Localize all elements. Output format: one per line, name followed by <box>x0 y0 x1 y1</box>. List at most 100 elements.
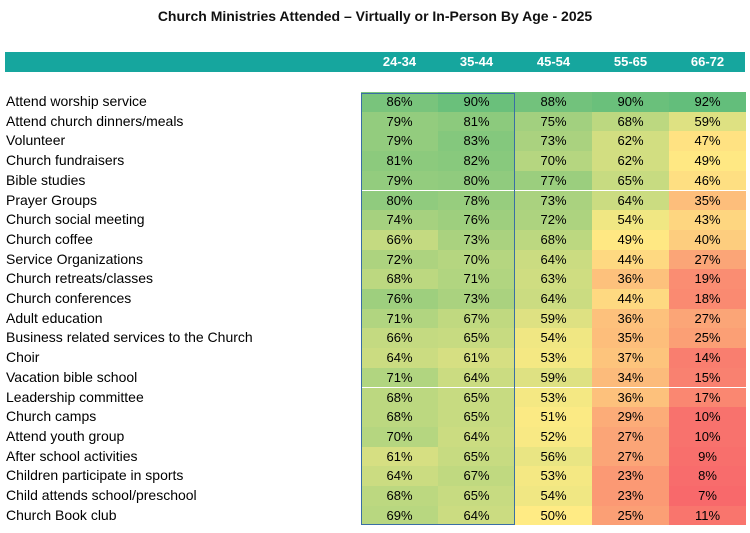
heatmap-cell: 64% <box>438 426 515 447</box>
heatmap-cell: 34% <box>592 367 669 388</box>
heatmap-cell: 25% <box>592 505 669 526</box>
heatmap-cell: 7% <box>669 486 746 506</box>
heatmap-cell: 8% <box>669 466 746 486</box>
heatmap-cell: 71% <box>361 308 438 329</box>
heatmap-cell: 65% <box>438 387 515 408</box>
heatmap-cell: 64% <box>438 505 515 526</box>
heatmap-cell: 46% <box>669 170 746 191</box>
heatmap-cell: 76% <box>361 289 438 309</box>
column-header-35-44: 35-44 <box>459 54 494 69</box>
heatmap-cell: 67% <box>438 466 515 486</box>
heatmap-cell: 54% <box>515 486 592 506</box>
heatmap-cell: 66% <box>361 328 438 349</box>
heatmap-cell: 15% <box>669 367 746 388</box>
row-label: Church Book club <box>6 506 117 523</box>
heatmap-cell: 27% <box>669 308 746 329</box>
heatmap-cell: 64% <box>592 190 669 211</box>
heatmap-cell: 65% <box>438 407 515 427</box>
heatmap-cell: 68% <box>515 229 592 250</box>
heatmap-cell: 70% <box>361 426 438 447</box>
heatmap-cell: 73% <box>438 289 515 309</box>
heatmap-cell: 66% <box>361 229 438 250</box>
heatmap-cell: 64% <box>515 289 592 309</box>
heatmap-cell: 63% <box>515 269 592 289</box>
row-label: Church fundraisers <box>6 152 125 169</box>
row-label: Business related services to the Church <box>6 329 253 346</box>
heatmap-cell: 81% <box>438 111 515 132</box>
row-label: Child attends school/preschool <box>6 487 197 503</box>
column-header-24-34: 24-34 <box>382 54 417 69</box>
heatmap-cell: 36% <box>592 308 669 329</box>
heatmap-cell: 81% <box>361 151 438 171</box>
heatmap-cell: 79% <box>361 111 438 132</box>
heatmap-cell: 49% <box>592 229 669 250</box>
heatmap-cell: 90% <box>438 92 515 112</box>
heatmap-cell: 43% <box>669 210 746 230</box>
heatmap-cell: 40% <box>669 229 746 250</box>
heatmap-cell: 51% <box>515 407 592 427</box>
heatmap-cell: 77% <box>515 170 592 191</box>
heatmap-cell: 65% <box>438 486 515 506</box>
heatmap-cell: 79% <box>361 170 438 191</box>
row-label: Children participate in sports <box>6 467 184 484</box>
heatmap-cell: 10% <box>669 426 746 447</box>
heatmap-cell: 47% <box>669 131 746 152</box>
heatmap-cell: 37% <box>592 348 669 368</box>
heatmap-cell: 88% <box>515 92 592 112</box>
heatmap-cell: 18% <box>669 289 746 309</box>
heatmap-cell: 27% <box>669 249 746 270</box>
heatmap-cell: 29% <box>592 407 669 427</box>
heatmap-cell: 56% <box>515 446 592 467</box>
heatmap-cell: 61% <box>361 446 438 467</box>
heatmap-cell: 53% <box>515 348 592 368</box>
row-label: After school activities <box>6 447 138 464</box>
heatmap-cell: 68% <box>361 269 438 289</box>
row-label: Church coffee <box>6 230 93 247</box>
heatmap-cell: 9% <box>669 446 746 467</box>
heatmap-cell: 54% <box>515 328 592 349</box>
heatmap-cell: 59% <box>515 308 592 329</box>
heatmap-cell: 65% <box>592 170 669 191</box>
row-label: Church social meeting <box>6 211 145 228</box>
heatmap-cell: 69% <box>361 505 438 526</box>
row-label: Bible studies <box>6 171 86 188</box>
heatmap-cell: 10% <box>669 407 746 427</box>
heatmap-cell: 59% <box>669 111 746 132</box>
row-label: Choir <box>6 349 40 366</box>
heatmap-cell: 73% <box>515 190 592 211</box>
heatmap-cell: 68% <box>361 486 438 506</box>
heatmap-cell: 80% <box>438 170 515 191</box>
heatmap-cell: 79% <box>361 131 438 152</box>
heatmap-cell: 35% <box>669 190 746 211</box>
heatmap-cell: 64% <box>515 249 592 270</box>
heatmap-cell: 80% <box>361 190 438 211</box>
row-label: Attend worship service <box>6 93 147 109</box>
heatmap-cell: 68% <box>361 387 438 408</box>
heatmap-cell: 53% <box>515 466 592 486</box>
row-label: Church conferences <box>6 290 132 306</box>
heatmap-cell: 23% <box>592 486 669 506</box>
row-label: Church retreats/classes <box>6 270 154 287</box>
heatmap-cell: 50% <box>515 505 592 526</box>
heatmap-cell: 62% <box>592 151 669 171</box>
row-label: Volunteer <box>6 132 66 149</box>
heatmap-cell: 90% <box>592 92 669 112</box>
heatmap-cell: 83% <box>438 131 515 152</box>
heatmap-cell: 70% <box>438 249 515 270</box>
heatmap-cell: 68% <box>592 111 669 132</box>
column-header-66-72: 66-72 <box>690 54 725 69</box>
heatmap-cell: 65% <box>438 328 515 349</box>
heatmap-cell: 23% <box>592 466 669 486</box>
heatmap-cell: 82% <box>438 151 515 171</box>
heatmap-cell: 71% <box>361 367 438 388</box>
row-label: Leadership committee <box>6 388 144 405</box>
heatmap-cell: 54% <box>592 210 669 230</box>
heatmap-cell: 74% <box>361 210 438 230</box>
heatmap-cell: 59% <box>515 367 592 388</box>
heatmap-cell: 73% <box>515 131 592 152</box>
chart-title: Church Ministries Attended – Virtually o… <box>157 8 593 24</box>
heatmap-cell: 36% <box>592 269 669 289</box>
heatmap-cell: 11% <box>669 505 746 526</box>
heatmap-cell: 36% <box>592 387 669 408</box>
heatmap-cell: 68% <box>361 407 438 427</box>
